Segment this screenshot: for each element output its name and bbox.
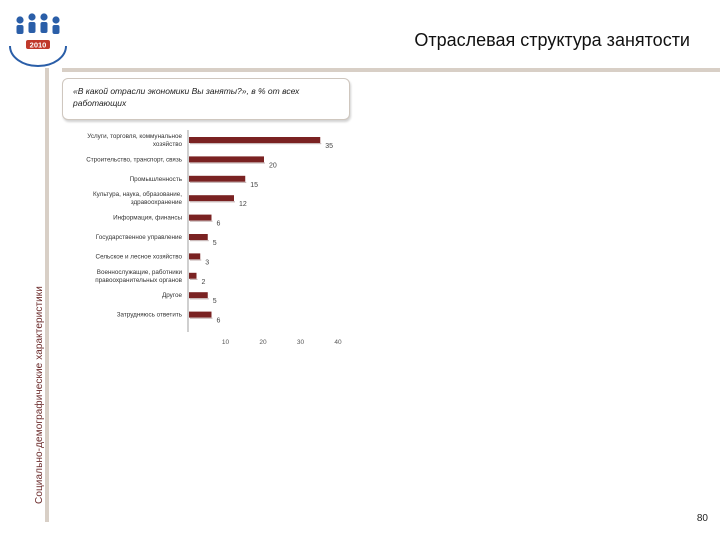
value-label: 6: [217, 318, 221, 325]
bar-shadow: [190, 240, 209, 242]
category-label: Культура, наука, образование, здравоохран…: [93, 190, 183, 206]
question-box: «В какой отрасли экономики Вы заняты?», …: [62, 78, 350, 120]
bar-shadow: [190, 201, 235, 203]
value-label: 2: [202, 279, 206, 286]
x-tick-label: 30: [297, 339, 305, 346]
bar: [189, 137, 321, 143]
question-text: «В какой отрасли экономики Вы заняты?», …: [73, 86, 300, 108]
page-number: 80: [696, 513, 708, 524]
bar: [189, 234, 208, 240]
bar: [189, 311, 212, 318]
value-label: 3: [205, 259, 209, 266]
category-label: Услуги, торговля, коммунальное хозяйство: [87, 133, 182, 148]
category-label: Затрудняюсь ответить: [117, 312, 183, 319]
category-label: Промышленность: [130, 176, 183, 183]
category-label: Сельское и лесное хозяйство: [96, 252, 183, 260]
top-divider: [62, 68, 720, 72]
x-tick-label: 40: [334, 339, 342, 346]
bar-shadow: [190, 143, 322, 145]
value-label: 12: [239, 201, 247, 208]
employment-bar-chart: Услуги, торговля, коммунальное хозяйство С…: [86, 130, 342, 346]
category-label: Военнослужащие, работники правоохранитель…: [95, 268, 182, 284]
value-label: 35: [325, 143, 333, 150]
bar: [189, 272, 197, 279]
x-tick-label: 10: [222, 339, 230, 346]
bar-shadow: [190, 181, 247, 183]
bar-shadow: [190, 298, 209, 300]
category-label: Информация, финансы: [113, 215, 182, 222]
bar-shadow: [190, 278, 198, 280]
bar: [189, 156, 264, 163]
value-label: 5: [213, 240, 217, 247]
bar-shadow: [190, 259, 202, 261]
category-label: Другое: [162, 292, 183, 299]
bar: [189, 214, 212, 221]
bar: [189, 253, 201, 260]
category-label: Строительство, транспорт, связь: [86, 156, 183, 163]
value-label: 20: [269, 162, 277, 169]
category-label: Государственное управление: [96, 234, 183, 241]
bar-shadow: [190, 220, 213, 222]
bar-shadow: [190, 317, 213, 319]
bar: [189, 292, 208, 299]
value-label: 5: [213, 298, 217, 305]
value-label: 6: [217, 221, 221, 228]
bar-shadow: [190, 162, 265, 164]
bar: [189, 175, 246, 182]
value-label: 15: [250, 182, 258, 189]
census-logo: 2010: [9, 13, 67, 67]
x-tick-label: 20: [259, 339, 267, 346]
bar: [189, 195, 234, 202]
side-label: Социально-демографические характеристики: [34, 286, 45, 504]
slide-title: Отраслевая структура занятости: [414, 30, 690, 50]
logo-year: 2010: [30, 41, 47, 50]
left-divider: [45, 68, 49, 522]
